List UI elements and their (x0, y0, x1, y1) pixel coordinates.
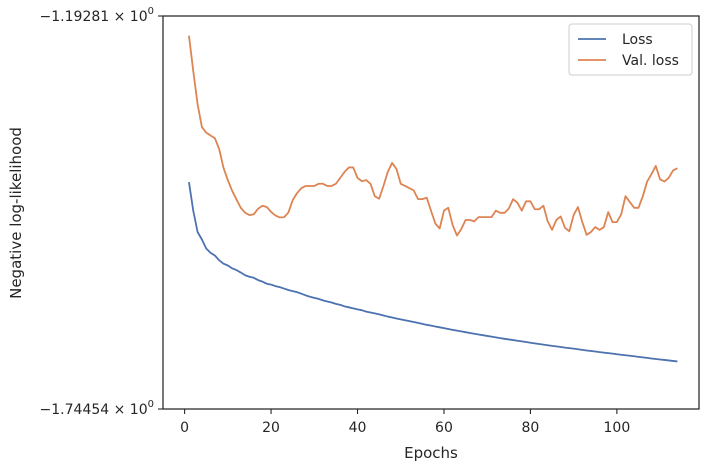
x-axis-label: Epochs (404, 444, 458, 462)
series-line-loss (188, 182, 678, 363)
y-tick-label: −1.74454 × 100 (40, 399, 154, 418)
legend: Loss Val. loss (568, 23, 693, 76)
y-axis-ticks: −1.19281 × 100 −1.74454 × 100 (40, 6, 163, 418)
x-tick-label: 40 (349, 420, 367, 436)
x-tick-label: 60 (435, 420, 453, 436)
x-tick-label: 80 (522, 420, 540, 436)
y-tick-label: −1.19281 × 100 (40, 6, 154, 25)
legend-label-val-loss: Val. loss (622, 53, 679, 69)
x-tick-label: 0 (180, 420, 189, 436)
y-axis-label: Negative log-likelihood (7, 127, 25, 299)
x-axis-ticks: 0 20 40 60 80 100 (180, 409, 630, 436)
legend-box (568, 23, 693, 76)
plot-frame (162, 15, 700, 410)
legend-label-loss: Loss (622, 32, 653, 48)
x-tick-label: 20 (262, 420, 280, 436)
series-line-val-loss (188, 35, 678, 237)
x-tick-label: 100 (604, 420, 631, 436)
